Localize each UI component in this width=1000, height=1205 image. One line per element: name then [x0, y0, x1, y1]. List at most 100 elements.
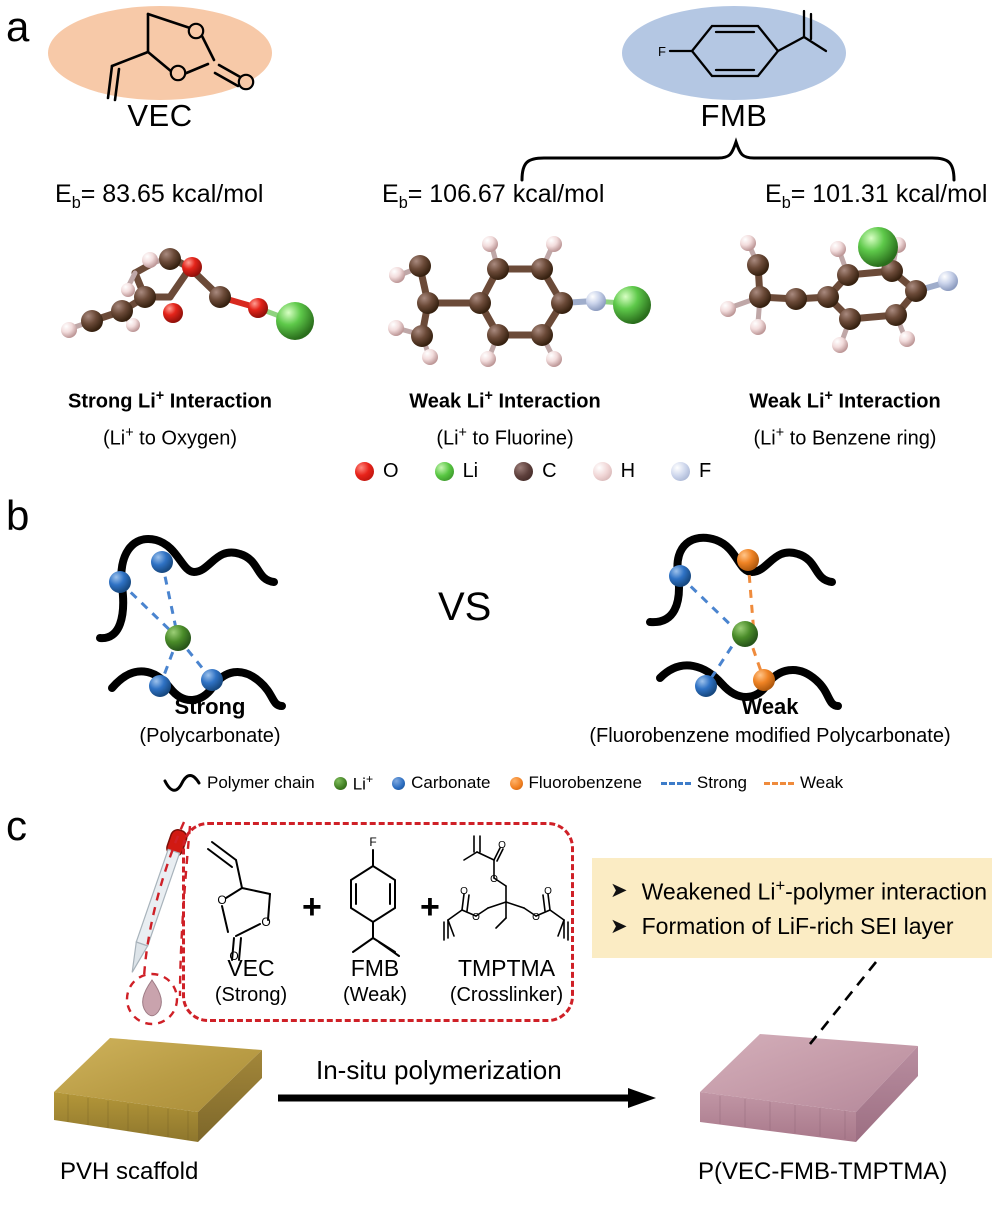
monomer-name-fmb: FMB [350, 955, 400, 981]
oxygen-atom-icon [355, 462, 374, 481]
legend-li-ion: Li+ [333, 772, 374, 795]
reaction-arrow [278, 1086, 658, 1112]
binding-energy-fmb-fluorine: Eb= 106.67 kcal/mol [382, 180, 605, 212]
weak-dashed-line-icon [764, 781, 795, 785]
fmb-brace [518, 137, 958, 182]
weak-label: Weak [741, 694, 799, 719]
legend-strong-label: Strong [696, 773, 748, 793]
carbonate-icon [392, 776, 406, 790]
svg-text:F: F [369, 835, 376, 849]
chevron-bullet-icon-2: ➤ [610, 915, 628, 939]
fmb-li-fluorine-ball-stick-model [360, 235, 660, 370]
pvh-scaffold-label: PVH scaffold [60, 1158, 199, 1185]
caption-li-to-fluorine: (Li+ to Fluorine) [436, 425, 574, 450]
polymer-membrane-label: P(VEC-FMB-TMPTMA) [698, 1158, 948, 1185]
strong-sublabel: (Polycarbonate) [139, 725, 281, 747]
legend-strong-bond: Strong [660, 773, 748, 793]
callout-to-slab-pointer [800, 960, 890, 1050]
tmptma-structure-panel-c: O O O O O O [443, 832, 569, 962]
fmb-label: FMB [700, 98, 768, 133]
legend-li-ion-label: Li+ [352, 772, 374, 794]
legend-atom-h: H [592, 460, 636, 483]
legend-atom-li-label: Li [462, 460, 479, 482]
svg-text:O: O [532, 912, 540, 923]
vec-li-ball-stick-model [30, 235, 320, 370]
atom-color-legend: O Li C H F [355, 460, 711, 483]
weak-sublabel: (Fluorobenzene modified Polycarbonate) [589, 725, 951, 747]
panel-label-a: a [6, 3, 30, 50]
benefit-bullet-1: ➤ Weakened Li+-polymer interaction [592, 872, 992, 910]
legend-atom-o-label: O [383, 460, 399, 482]
benefit-text-1: Weakened Li+-polymer interaction [641, 875, 988, 905]
fmb-structure-panel-c: F [325, 832, 425, 962]
legend-atom-c-label: C [542, 460, 557, 482]
svg-text:O: O [229, 949, 238, 963]
caption-weak-li-interaction-fluorine: Weak Li+ Interaction [409, 388, 601, 413]
legend-atom-li: Li [434, 460, 479, 483]
benefit-bullet-2: ➤ Formation of LiF-rich SEI layer [592, 909, 992, 944]
fmb-fluorine-label: F [658, 44, 666, 59]
monomer-role-fmb: (Weak) [342, 984, 408, 1006]
carbon-atom-icon [514, 462, 534, 481]
legend-atom-f: F [671, 460, 711, 483]
monomer-name-vec: VEC [227, 955, 275, 981]
monomer-name-tmptma: TMPTMA [457, 955, 556, 981]
legend-weak-bond: Weak [764, 773, 843, 793]
caption-strong-li-interaction: Strong Li+ Interaction [68, 388, 272, 413]
panel-b-legend: Polymer chain Li+ Carbonate Fluorobenzen… [163, 772, 843, 795]
key-benefits-callout: ➤ Weakened Li+-polymer interaction ➤ For… [592, 858, 992, 958]
caption-li-to-benzene-ring: (Li+ to Benzene ring) [753, 425, 937, 450]
svg-text:O: O [544, 886, 552, 897]
chevron-bullet-icon-1: ➤ [610, 879, 628, 902]
svg-text:O: O [498, 840, 506, 851]
legend-polymer-chain-label: Polymer chain [207, 773, 315, 793]
legend-polymer-chain: Polymer chain [163, 773, 315, 793]
legend-atom-c: C [514, 460, 557, 483]
legend-weak-label: Weak [800, 773, 844, 793]
svg-text:O: O [217, 893, 226, 907]
li-ion-icon [333, 776, 347, 790]
svg-text:O: O [261, 915, 270, 929]
vec-skeletal-structure [78, 2, 258, 102]
hydrogen-atom-icon [592, 462, 612, 481]
liquid-droplet-icon [122, 966, 182, 1028]
vec-structure-panel-c: O O O [196, 832, 306, 963]
legend-carbonate-label: Carbonate [411, 773, 491, 793]
vec-label: VEC [127, 98, 193, 133]
panel-label-c: c [6, 802, 27, 849]
vs-divider-label: VS [438, 585, 492, 629]
plus-sign-2: + [420, 888, 440, 926]
fmb-skeletal-structure: F [640, 6, 840, 96]
monomer-role-tmptma: (Crosslinker) [449, 984, 564, 1006]
svg-text:O: O [472, 912, 480, 923]
monomer-role-vec: (Strong) [214, 984, 288, 1006]
monomer-mixture-box [182, 822, 574, 1022]
strong-interaction-schematic [60, 520, 360, 710]
legend-fluorobenzene: Fluorobenzene [509, 773, 642, 793]
binding-energy-vec: Eb= 83.65 kcal/mol [55, 180, 264, 212]
benefit-text-2: Formation of LiF-rich SEI layer [641, 913, 954, 940]
fmb-li-benzene-ball-stick-model [700, 227, 990, 370]
reaction-arrow-label: In-situ polymerization [316, 1055, 562, 1085]
strong-label: Strong [174, 694, 246, 719]
lithium-atom-icon [434, 462, 454, 481]
legend-atom-o: O [355, 460, 399, 483]
caption-li-to-oxygen: (Li+ to Oxygen) [102, 425, 238, 450]
fluorine-atom-icon [671, 462, 691, 481]
panel-label-b: b [6, 492, 30, 539]
polymer-membrane-slab [690, 1030, 940, 1160]
strong-dashed-line-icon [660, 781, 691, 785]
plus-sign-1: + [302, 888, 322, 926]
polymer-chain-icon [163, 774, 201, 793]
weak-interaction-schematic [620, 520, 920, 710]
legend-atom-f-label: F [699, 460, 712, 482]
pvh-scaffold-slab [48, 1030, 288, 1160]
legend-atom-h-label: H [620, 460, 636, 482]
caption-weak-li-interaction-benzene: Weak Li+ Interaction [749, 388, 941, 413]
binding-energy-fmb-benzene: Eb= 101.31 kcal/mol [765, 180, 988, 212]
fluorobenzene-icon [509, 776, 523, 790]
legend-fluorobenzene-label: Fluorobenzene [528, 773, 642, 793]
svg-text:O: O [490, 874, 498, 885]
fmb-ellipse-background [622, 6, 846, 100]
svg-text:O: O [460, 886, 468, 897]
